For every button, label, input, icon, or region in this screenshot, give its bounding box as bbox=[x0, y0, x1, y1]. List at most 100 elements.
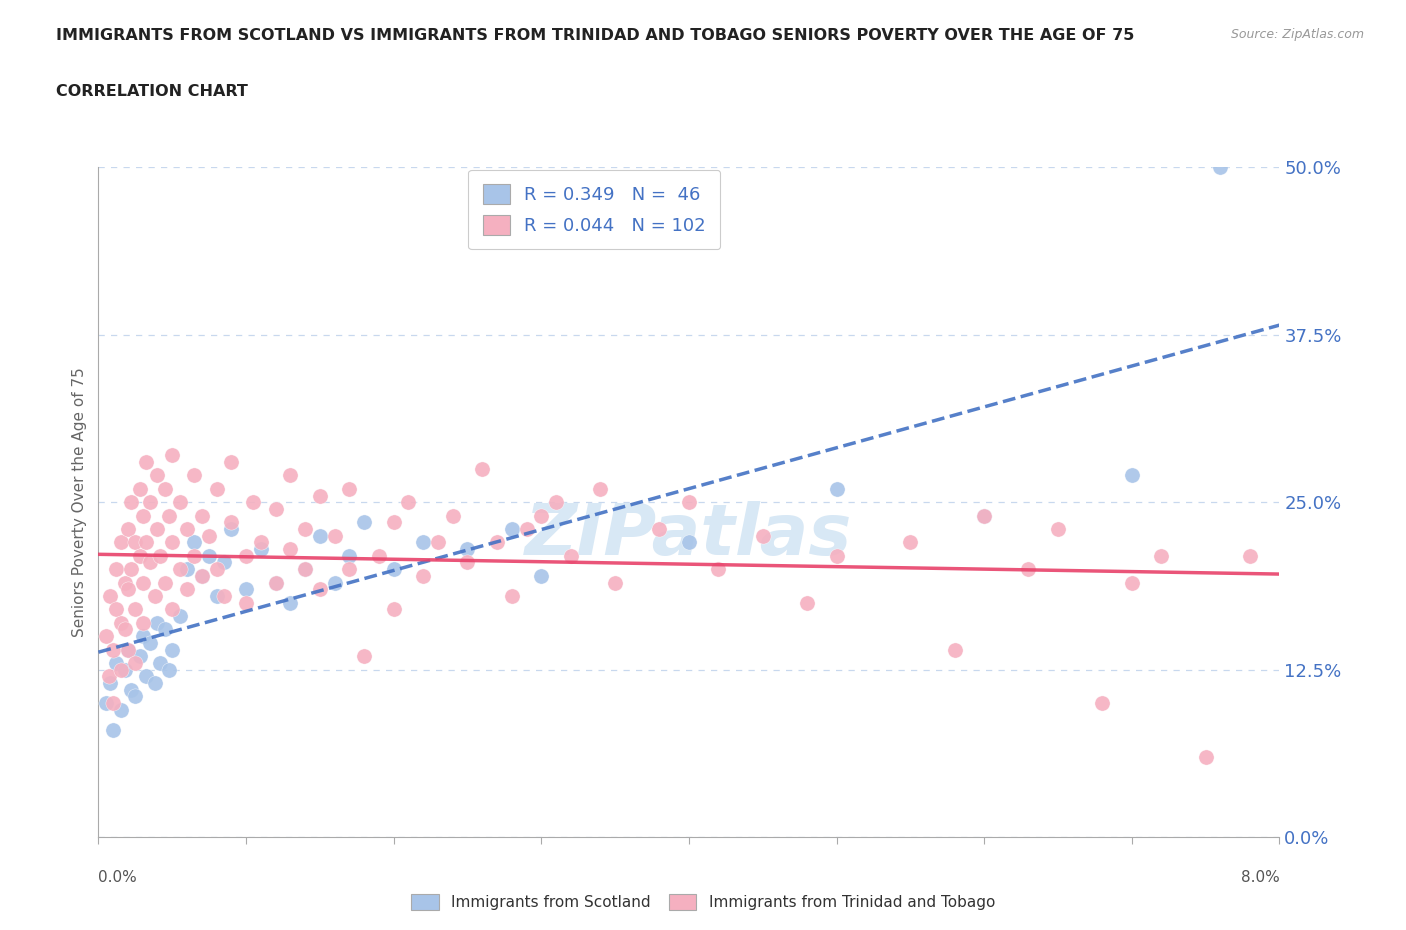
Point bbox=[176, 562, 198, 577]
Point bbox=[308, 528, 332, 543]
Point bbox=[146, 616, 169, 631]
Point bbox=[1209, 160, 1232, 175]
Point bbox=[278, 595, 301, 610]
Point bbox=[396, 495, 419, 510]
Point bbox=[1121, 575, 1143, 590]
Point bbox=[367, 549, 389, 564]
Point bbox=[128, 549, 150, 564]
Point bbox=[162, 602, 183, 617]
Point bbox=[190, 508, 214, 523]
Point bbox=[120, 562, 142, 577]
Point bbox=[294, 562, 316, 577]
Point bbox=[114, 575, 136, 590]
Point bbox=[169, 608, 191, 623]
Point bbox=[250, 535, 273, 550]
Point bbox=[751, 528, 773, 543]
Point bbox=[120, 495, 142, 510]
Point bbox=[153, 622, 176, 637]
Point bbox=[264, 575, 287, 590]
Point bbox=[973, 508, 995, 523]
Point bbox=[103, 696, 125, 711]
Point bbox=[110, 662, 132, 677]
Point bbox=[190, 568, 214, 583]
Point bbox=[114, 662, 136, 677]
Point bbox=[235, 549, 257, 564]
Y-axis label: Seniors Poverty Over the Age of 75: Seniors Poverty Over the Age of 75 bbox=[72, 367, 87, 637]
Point bbox=[205, 482, 228, 497]
Point bbox=[162, 448, 183, 463]
Point bbox=[323, 575, 346, 590]
Point bbox=[135, 535, 157, 550]
Point bbox=[1091, 696, 1114, 711]
Point bbox=[456, 555, 478, 570]
Point bbox=[1017, 562, 1039, 577]
Point bbox=[294, 522, 316, 537]
Point bbox=[162, 642, 183, 657]
Point bbox=[323, 528, 346, 543]
Point bbox=[124, 602, 146, 617]
Point bbox=[146, 522, 169, 537]
Point bbox=[117, 642, 139, 657]
Point bbox=[353, 515, 375, 530]
Point bbox=[1239, 549, 1261, 564]
Point bbox=[441, 508, 464, 523]
Point bbox=[825, 482, 848, 497]
Point bbox=[337, 549, 360, 564]
Point bbox=[501, 522, 523, 537]
Point bbox=[143, 675, 166, 690]
Point bbox=[530, 508, 553, 523]
Point bbox=[235, 595, 257, 610]
Text: ZIPatlas: ZIPatlas bbox=[526, 501, 852, 570]
Point bbox=[212, 555, 235, 570]
Text: CORRELATION CHART: CORRELATION CHART bbox=[56, 84, 247, 99]
Point bbox=[110, 616, 132, 631]
Point bbox=[353, 649, 375, 664]
Point bbox=[1150, 549, 1173, 564]
Point bbox=[176, 522, 198, 537]
Point bbox=[128, 482, 150, 497]
Point bbox=[139, 555, 162, 570]
Text: 0.0%: 0.0% bbox=[98, 870, 138, 884]
Point bbox=[212, 589, 235, 604]
Point bbox=[1046, 522, 1069, 537]
Point bbox=[157, 508, 180, 523]
Point bbox=[183, 535, 205, 550]
Point bbox=[190, 568, 214, 583]
Point bbox=[176, 582, 198, 597]
Point bbox=[678, 535, 700, 550]
Point bbox=[382, 602, 405, 617]
Point bbox=[250, 541, 273, 556]
Point bbox=[117, 582, 139, 597]
Point bbox=[120, 683, 142, 698]
Point bbox=[105, 656, 128, 671]
Point bbox=[146, 468, 169, 483]
Point bbox=[242, 495, 264, 510]
Point bbox=[219, 522, 242, 537]
Point bbox=[278, 541, 301, 556]
Point bbox=[337, 482, 360, 497]
Point bbox=[235, 582, 257, 597]
Point bbox=[135, 669, 157, 684]
Text: Source: ZipAtlas.com: Source: ZipAtlas.com bbox=[1230, 28, 1364, 41]
Point bbox=[139, 635, 162, 650]
Point bbox=[157, 662, 180, 677]
Point bbox=[97, 669, 120, 684]
Point bbox=[132, 508, 155, 523]
Point bbox=[114, 622, 136, 637]
Point bbox=[153, 575, 176, 590]
Point bbox=[943, 642, 966, 657]
Point bbox=[382, 562, 405, 577]
Point bbox=[515, 522, 537, 537]
Point bbox=[530, 568, 553, 583]
Point bbox=[337, 562, 360, 577]
Point bbox=[162, 535, 183, 550]
Point bbox=[825, 549, 848, 564]
Point bbox=[98, 589, 121, 604]
Point bbox=[544, 495, 567, 510]
Point bbox=[149, 656, 172, 671]
Point bbox=[143, 589, 166, 604]
Point bbox=[382, 515, 405, 530]
Point bbox=[898, 535, 921, 550]
Text: 8.0%: 8.0% bbox=[1240, 870, 1279, 884]
Legend: Immigrants from Scotland, Immigrants from Trinidad and Tobago: Immigrants from Scotland, Immigrants fro… bbox=[404, 886, 1002, 918]
